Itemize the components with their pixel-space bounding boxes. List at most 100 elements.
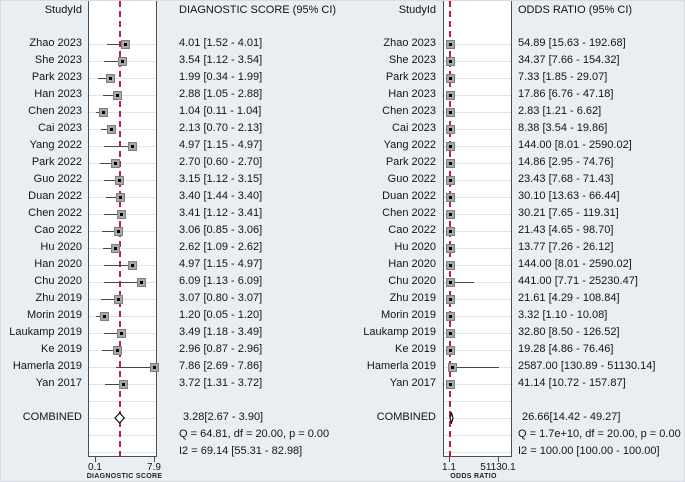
- combined-label: COMBINED: [22, 411, 82, 423]
- study-label: Guo 2022: [33, 173, 82, 185]
- ci-whisker: [106, 197, 121, 198]
- study-label: Morin 2019: [26, 309, 82, 321]
- forest-marker: [117, 56, 127, 66]
- forest-marker: [445, 107, 455, 117]
- row-gridline: [89, 129, 156, 130]
- forest-marker: [445, 192, 455, 202]
- row-gridline: [444, 197, 511, 198]
- study-label: Zhu 2019: [389, 292, 436, 304]
- forest-marker: [121, 39, 131, 49]
- ci-value: 1.99 [0.34 - 1.99]: [179, 71, 263, 83]
- ci-value: 19.28 [4.86 - 76.46]: [518, 343, 614, 355]
- forest-marker: [118, 379, 128, 389]
- study-label: Han 2020: [388, 258, 436, 270]
- forest-marker: [445, 345, 455, 355]
- column-header-studyid: StudyId: [398, 4, 436, 16]
- forest-marker: [136, 277, 146, 287]
- ci-value: 2.13 [0.70 - 2.13]: [179, 122, 263, 134]
- ci-value: 3.41 [1.12 - 3.41]: [179, 207, 263, 219]
- row-gridline: [444, 435, 511, 436]
- study-label: Yan 2017: [35, 377, 82, 389]
- forest-marker: [117, 328, 127, 338]
- study-label: Park 2022: [31, 156, 82, 168]
- heterogeneity-q: Q = 64.81, df = 20.00, p = 0.00: [179, 428, 330, 440]
- axis-tick-label: 51130.1: [480, 462, 516, 473]
- forest-marker: [128, 260, 138, 270]
- study-label: Yang 2022: [29, 139, 82, 151]
- row-gridline: [444, 333, 511, 334]
- heterogeneity-q: Q = 1.7e+10, df = 20.00, p = 0.00: [518, 428, 681, 440]
- forest-marker: [445, 209, 455, 219]
- ci-value: 3.07 [0.80 - 3.07]: [179, 292, 263, 304]
- study-label: She 2023: [388, 54, 436, 66]
- ci-whisker: [103, 61, 122, 62]
- ci-value: 30.21 [7.65 - 119.31]: [518, 207, 619, 219]
- ci-whisker: [103, 282, 142, 283]
- forest-marker: [128, 141, 138, 151]
- forest-marker: [445, 124, 455, 134]
- ci-value: 13.77 [7.26 - 26.12]: [518, 241, 614, 253]
- study-label: Ke 2019: [395, 343, 436, 355]
- ci-whisker: [104, 333, 122, 334]
- ci-value: 54.89 [15.63 - 192.68]: [518, 37, 626, 49]
- study-label: Laukamp 2019: [9, 326, 82, 338]
- study-label: Park 2023: [385, 71, 436, 83]
- axis-tick: [95, 457, 96, 462]
- study-label: Han 2023: [388, 88, 436, 100]
- row-gridline: [444, 180, 511, 181]
- forest-marker: [445, 175, 455, 185]
- row-gridline: [444, 214, 511, 215]
- axis-title: ODDS RATIO: [450, 473, 497, 480]
- forest-marker: [106, 124, 116, 134]
- row-gridline: [89, 316, 156, 317]
- ci-whisker: [103, 248, 116, 249]
- plot-area-odds-ratio: [443, 1, 512, 457]
- ci-whisker: [450, 367, 499, 368]
- forest-marker: [445, 73, 455, 83]
- study-label: Ke 2019: [41, 343, 82, 355]
- axis-tick: [498, 457, 499, 462]
- row-gridline: [444, 112, 511, 113]
- row-gridline: [89, 163, 156, 164]
- ci-value: 41.14 [10.72 - 157.87]: [518, 377, 626, 389]
- ci-whisker: [103, 214, 122, 215]
- study-label: Cai 2023: [391, 122, 436, 134]
- ci-value: 7.86 [2.69 - 7.86]: [179, 360, 263, 372]
- forest-marker: [150, 362, 160, 372]
- study-label: Chu 2020: [34, 275, 82, 287]
- row-gridline: [89, 112, 156, 113]
- forest-marker: [445, 294, 455, 304]
- ci-whisker: [106, 44, 126, 45]
- row-gridline: [444, 129, 511, 130]
- row-gridline: [89, 435, 156, 436]
- row-gridline: [444, 401, 511, 402]
- study-label: Chen 2023: [28, 105, 82, 117]
- axis-title: DIAGNOSTIC SCORE: [86, 473, 163, 480]
- forest-marker: [447, 362, 457, 372]
- forest-marker: [99, 311, 109, 321]
- axis-tick-label: 1.1: [442, 462, 456, 473]
- study-label: Han 2023: [34, 88, 82, 100]
- forest-marker: [445, 311, 455, 321]
- column-header-studyid: StudyId: [44, 4, 82, 16]
- study-label: Han 2020: [34, 258, 82, 270]
- combined-diamond: [449, 412, 454, 424]
- combined-diamond: [114, 412, 126, 424]
- ci-value: 2.62 [1.09 - 2.62]: [179, 241, 263, 253]
- forest-marker: [116, 192, 126, 202]
- forest-marker: [445, 90, 455, 100]
- forest-marker: [110, 243, 120, 253]
- forest-marker: [113, 226, 123, 236]
- study-label: Yang 2022: [383, 139, 436, 151]
- study-label: Morin 2019: [380, 309, 436, 321]
- ci-whisker: [105, 384, 124, 385]
- forest-marker: [445, 39, 455, 49]
- axis-tick-label: 7.9: [147, 462, 161, 473]
- ci-value: 2587.00 [130.89 - 51130.14]: [518, 360, 656, 372]
- ci-value: 34.37 [7.66 - 154.32]: [518, 54, 620, 66]
- row-gridline: [444, 44, 511, 45]
- ci-value: 23.43 [7.68 - 71.43]: [518, 173, 614, 185]
- ci-value: 144.00 [8.01 - 2590.02]: [518, 258, 632, 270]
- ci-value: 2.83 [1.21 - 6.62]: [518, 105, 602, 117]
- column-header-values: ODDS RATIO (95% CI): [518, 4, 633, 16]
